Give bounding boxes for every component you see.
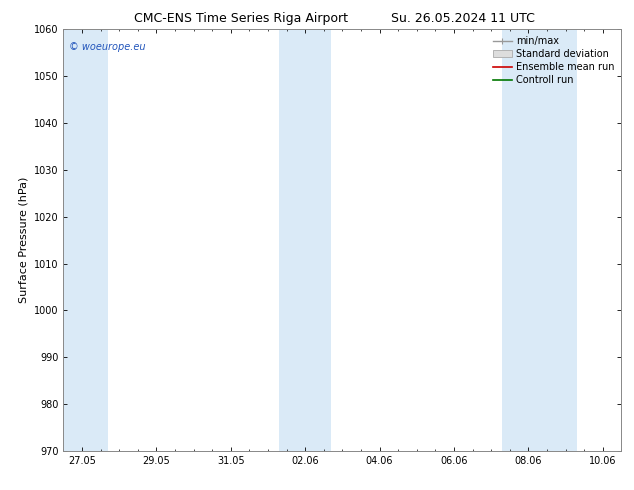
Legend: min/max, Standard deviation, Ensemble mean run, Controll run: min/max, Standard deviation, Ensemble me… (491, 34, 616, 87)
Bar (502, 29, 577, 451)
Text: © woeurope.eu: © woeurope.eu (69, 42, 145, 52)
Y-axis label: Surface Pressure (hPa): Surface Pressure (hPa) (18, 177, 29, 303)
Text: CMC-ENS Time Series Riga Airport: CMC-ENS Time Series Riga Airport (134, 12, 348, 25)
Bar (63, 29, 108, 451)
Bar (279, 29, 331, 451)
Text: Su. 26.05.2024 11 UTC: Su. 26.05.2024 11 UTC (391, 12, 534, 25)
